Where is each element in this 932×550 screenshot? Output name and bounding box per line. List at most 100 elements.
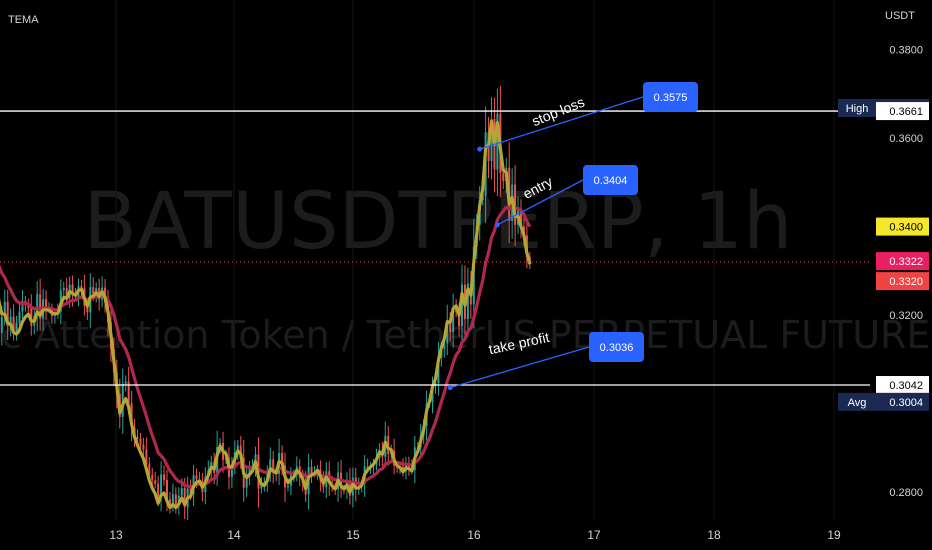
candle-body [136, 436, 139, 439]
level-value-tag [876, 376, 929, 395]
price-tag-value: 0.3320 [889, 276, 923, 288]
level-name-tag [838, 98, 876, 117]
candle-body [443, 343, 446, 349]
candle-body [236, 445, 239, 453]
y-tick-label: 0.3200 [889, 310, 923, 322]
candle-body [490, 119, 493, 162]
candle-body [160, 474, 163, 497]
candle-body [45, 299, 48, 310]
level-value: 0.3004 [889, 397, 923, 409]
candle-body [195, 475, 198, 480]
price-tag [876, 252, 929, 271]
candle-body [3, 301, 6, 317]
candle-body [502, 173, 505, 182]
annotation-anchor[interactable] [447, 385, 453, 391]
x-tick-label: 13 [109, 528, 123, 542]
x-tick-label: 16 [467, 528, 481, 542]
y-tick-label: 0.3800 [889, 45, 923, 57]
candle-body [124, 381, 127, 384]
candle-body [520, 208, 522, 227]
candle-body [71, 284, 74, 296]
candle-body [366, 466, 369, 469]
candle-body [260, 485, 263, 489]
candle-body [446, 319, 449, 344]
candle-body [174, 494, 177, 505]
candle-body [9, 316, 12, 327]
candle-body [496, 113, 499, 170]
candle-body [65, 288, 68, 298]
candle-body [466, 283, 469, 320]
candle-body [281, 453, 284, 466]
candle-body [310, 466, 313, 474]
x-tick-label: 17 [587, 528, 601, 542]
candle-body [177, 495, 180, 505]
annotation-value-box[interactable] [643, 82, 698, 112]
candle-body [36, 294, 39, 317]
price-tag-value: 0.3322 [889, 256, 923, 268]
level-value: 0.3042 [889, 380, 923, 392]
annotation-value: 0.3036 [600, 342, 634, 354]
annotation-anchor[interactable] [477, 146, 483, 152]
level-name: High [846, 103, 869, 115]
annotation-value: 0.3404 [594, 175, 628, 187]
candle-body [514, 184, 517, 225]
annotation-value-box[interactable] [589, 332, 644, 362]
candle-body [30, 307, 33, 326]
x-tick-label: 18 [707, 528, 721, 542]
candle-body [92, 287, 95, 295]
tema-slow-line [0, 204, 532, 489]
candle-body [449, 319, 452, 332]
candle-body [154, 480, 157, 484]
annotation-value-box[interactable] [583, 165, 638, 195]
level-value-tag [876, 102, 929, 121]
candle-body [163, 474, 166, 481]
candle-body [12, 316, 15, 332]
candle-body [437, 358, 440, 384]
x-tick-label: 15 [346, 528, 360, 542]
candle-body [15, 322, 18, 332]
candle-body [21, 300, 24, 312]
candle-body [183, 488, 186, 508]
annotation-connector [479, 96, 644, 150]
y-tick-label: 0.2800 [889, 487, 923, 499]
candle-body [230, 466, 233, 478]
level-name: Avg [848, 397, 867, 409]
candle-body [171, 494, 174, 505]
candle-body [127, 381, 130, 404]
candle-body [62, 288, 65, 291]
candle-body [166, 480, 168, 500]
annotation-connector [497, 179, 584, 226]
candle-body [286, 485, 289, 488]
candle-body [269, 459, 272, 474]
price-tag [876, 217, 929, 236]
candle-body [139, 438, 142, 445]
annotation-anchor[interactable] [494, 222, 500, 228]
level-name-tag [838, 392, 876, 411]
price-tag-value: 0.3400 [889, 222, 923, 234]
currency-label: USDT [885, 10, 915, 22]
candle-body [145, 449, 148, 465]
candle-body [151, 474, 154, 481]
candle-body [458, 312, 461, 327]
watermark-symbol: BATUSDTPERP, 1h [84, 177, 793, 267]
y-tick-label: 0.3600 [889, 133, 923, 145]
candle-body [39, 294, 42, 319]
candle-body [180, 488, 183, 496]
level-value-tag [876, 392, 929, 411]
indicator-legend-tema[interactable]: TEMA [8, 14, 39, 26]
price-tag [876, 272, 929, 291]
candle-body [121, 383, 124, 417]
x-tick-label: 14 [227, 528, 241, 542]
candle-body [86, 305, 89, 313]
candle-body [452, 307, 455, 332]
candle-body [148, 464, 151, 475]
x-tick-label: 19 [827, 528, 841, 542]
candle-body [157, 483, 160, 497]
level-value: 0.3661 [889, 106, 923, 118]
annotation-value: 0.3575 [654, 92, 688, 104]
candle-body [18, 311, 21, 323]
annotation-connector [450, 346, 590, 389]
tema-fast-line [0, 119, 532, 510]
candle-body [245, 475, 248, 488]
